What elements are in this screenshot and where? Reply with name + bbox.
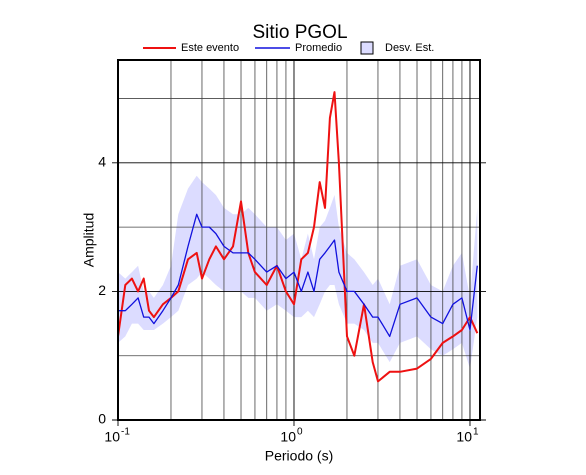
series-line: [117, 91, 479, 383]
x-tick-exponent: 1: [473, 427, 479, 438]
std-band: [118, 175, 478, 369]
y-tick-label: 0: [98, 411, 106, 427]
x-tick-exponent: -1: [121, 427, 130, 438]
y-tick-label: 4: [98, 154, 106, 170]
x-tick-label: 10: [456, 429, 472, 445]
chart-title: Sitio PGOL: [252, 22, 347, 43]
plot-frame: [117, 59, 481, 421]
legend-label: Desv. Est.: [385, 42, 434, 54]
y-axis-label: Amplitud: [81, 213, 97, 267]
legend-swatch: [360, 41, 374, 55]
x-tick-label: 10: [104, 429, 120, 445]
x-axis-label: Periodo (s): [265, 448, 333, 464]
x-tick-exponent: 0: [297, 427, 303, 438]
legend-label: Este evento: [181, 42, 239, 54]
x-tick-label: 10: [280, 429, 296, 445]
legend-label: Promedio: [295, 42, 342, 54]
series-line: [118, 213, 478, 338]
y-tick-label: 2: [98, 282, 106, 298]
